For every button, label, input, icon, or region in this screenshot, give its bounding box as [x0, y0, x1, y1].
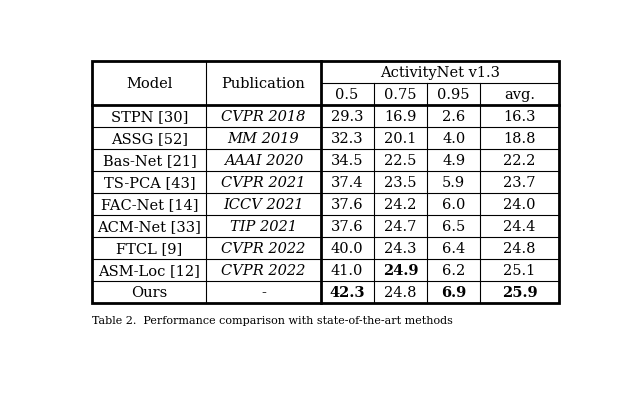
Text: ICCV 2021: ICCV 2021: [223, 197, 304, 211]
Text: 0.75: 0.75: [384, 88, 417, 102]
Text: 24.4: 24.4: [503, 219, 536, 233]
Bar: [92, 62, 559, 303]
Text: 40.0: 40.0: [331, 241, 364, 255]
Text: 24.7: 24.7: [384, 219, 417, 233]
Text: 24.8: 24.8: [503, 241, 536, 255]
Text: 24.9: 24.9: [383, 263, 418, 277]
Text: 41.0: 41.0: [331, 263, 364, 277]
Text: Table 2.  Performance comparison with state-of-the-art methods: Table 2. Performance comparison with sta…: [92, 315, 453, 325]
Text: CVPR 2022: CVPR 2022: [221, 263, 306, 277]
Text: 4.9: 4.9: [442, 154, 465, 168]
Text: 24.0: 24.0: [503, 197, 536, 211]
Text: 6.4: 6.4: [442, 241, 465, 255]
Text: 20.1: 20.1: [384, 132, 417, 146]
Text: Publication: Publication: [221, 77, 305, 91]
Text: 25.1: 25.1: [503, 263, 536, 277]
Text: 5.9: 5.9: [442, 176, 465, 189]
Text: 23.5: 23.5: [384, 176, 417, 189]
Text: Ours: Ours: [131, 285, 168, 299]
Text: 2.6: 2.6: [442, 110, 465, 124]
Text: AAAI 2020: AAAI 2020: [224, 154, 303, 168]
Text: 22.5: 22.5: [384, 154, 417, 168]
Text: 0.95: 0.95: [438, 88, 470, 102]
Text: Bas-Net [21]: Bas-Net [21]: [102, 154, 196, 168]
Text: MM 2019: MM 2019: [228, 132, 300, 146]
Text: TS-PCA [43]: TS-PCA [43]: [104, 176, 195, 189]
Text: 24.8: 24.8: [384, 285, 417, 299]
Text: 24.2: 24.2: [384, 197, 417, 211]
Text: 6.0: 6.0: [442, 197, 465, 211]
Text: 18.8: 18.8: [503, 132, 536, 146]
Text: ASSG [52]: ASSG [52]: [111, 132, 188, 146]
Text: 25.9: 25.9: [502, 285, 537, 299]
Text: 22.2: 22.2: [503, 154, 536, 168]
Text: 37.6: 37.6: [331, 219, 364, 233]
Text: 0.5: 0.5: [335, 88, 359, 102]
Text: 16.9: 16.9: [384, 110, 417, 124]
Text: 23.7: 23.7: [503, 176, 536, 189]
Text: 6.9: 6.9: [441, 285, 467, 299]
Text: FTCL [9]: FTCL [9]: [116, 241, 182, 255]
Text: -: -: [261, 285, 266, 299]
Text: TIP 2021: TIP 2021: [230, 219, 297, 233]
Text: 6.5: 6.5: [442, 219, 465, 233]
Text: 42.3: 42.3: [330, 285, 365, 299]
Text: CVPR 2018: CVPR 2018: [221, 110, 306, 124]
Text: 24.3: 24.3: [384, 241, 417, 255]
Text: 37.6: 37.6: [331, 197, 364, 211]
Text: 32.3: 32.3: [331, 132, 364, 146]
Text: STPN [30]: STPN [30]: [111, 110, 188, 124]
Text: 34.5: 34.5: [331, 154, 364, 168]
Text: CVPR 2022: CVPR 2022: [221, 241, 306, 255]
Text: FAC-Net [14]: FAC-Net [14]: [100, 197, 198, 211]
Text: 29.3: 29.3: [331, 110, 364, 124]
Text: ASM-Loc [12]: ASM-Loc [12]: [99, 263, 200, 277]
Text: avg.: avg.: [504, 88, 535, 102]
Text: 16.3: 16.3: [503, 110, 536, 124]
Text: ACM-Net [33]: ACM-Net [33]: [97, 219, 202, 233]
Text: 6.2: 6.2: [442, 263, 465, 277]
Text: 37.4: 37.4: [331, 176, 364, 189]
Text: 4.0: 4.0: [442, 132, 465, 146]
Text: ActivityNet v1.3: ActivityNet v1.3: [380, 66, 500, 80]
Text: CVPR 2021: CVPR 2021: [221, 176, 306, 189]
Text: Model: Model: [126, 77, 173, 91]
